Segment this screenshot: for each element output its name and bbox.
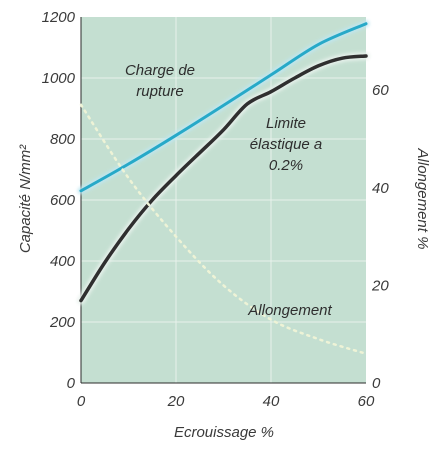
series-charge-de-rupture-line <box>79 22 368 193</box>
series-allongement-line <box>79 103 368 355</box>
y-tick-label-800: 800 <box>50 131 76 148</box>
annotation-limite-line3: 0.2% <box>269 157 303 174</box>
y2-axis-title: Allongement % <box>414 148 431 250</box>
y-tick-label-400: 400 <box>50 253 76 270</box>
x-tick-label-60: 60 <box>358 393 375 410</box>
series-limite-elastique-line <box>79 54 368 303</box>
x-tick-label-40: 40 <box>263 393 280 410</box>
annotation-limite-line2: élastique a <box>250 136 323 153</box>
y2-tick-label-60: 60 <box>372 82 389 99</box>
annotation-allongement: Allongement <box>247 302 332 319</box>
grid-lines <box>80 17 366 384</box>
y-tick-label-600: 600 <box>50 192 76 209</box>
y-tick-label-200: 200 <box>49 314 76 331</box>
x-tick-label-0: 0 <box>77 393 86 410</box>
series-layer <box>77 20 370 355</box>
y2-tick-label-20: 20 <box>371 277 389 294</box>
y-axis-title: Capacité N/mm² <box>17 144 34 253</box>
y-tick-label-1200: 1200 <box>42 9 76 26</box>
annotation-limite-line1: Limite <box>266 115 306 132</box>
x-axis-title: Ecrouissage % <box>174 424 274 441</box>
y-tick-label-1000: 1000 <box>42 70 76 87</box>
annotation-charge-de-rupture-line2: rupture <box>136 83 184 100</box>
y-tick-label-0: 0 <box>67 375 76 392</box>
y2-tick-label-40: 40 <box>372 180 389 197</box>
y2-tick-label-0: 0 <box>372 375 381 392</box>
annotation-charge-de-rupture-line1: Charge de <box>125 62 195 79</box>
x-tick-label-20: 20 <box>167 393 185 410</box>
